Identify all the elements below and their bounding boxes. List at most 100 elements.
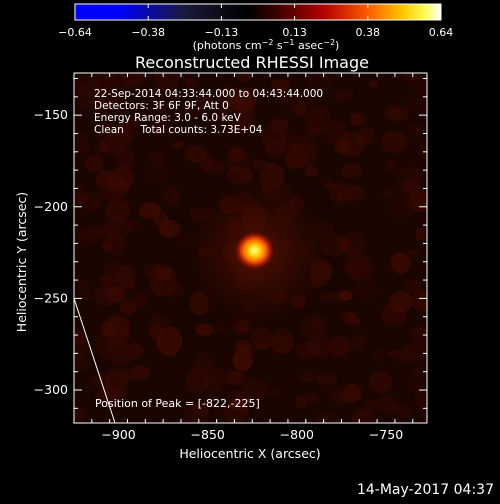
residual-blob <box>193 352 213 375</box>
residual-blob <box>409 326 427 343</box>
residual-blob <box>192 401 210 416</box>
residual-blob <box>108 386 128 402</box>
residual-blob <box>332 91 350 102</box>
residual-blob <box>109 223 120 233</box>
annotation-line: 22-Sep-2014 04:33:44.000 to 04:43:44.000 <box>94 88 323 100</box>
colorbar-tick-label: 0.38 <box>356 26 381 39</box>
y-axis-label: Heliocentric Y (arcsec) <box>14 192 29 332</box>
residual-blob <box>380 189 395 199</box>
residual-blob <box>300 372 315 383</box>
residual-blob <box>351 333 366 351</box>
residual-blob <box>237 73 251 83</box>
residual-blob <box>74 356 90 372</box>
unit-exponent: −1 <box>283 38 295 47</box>
residual-blob <box>404 91 427 113</box>
residual-blob <box>148 324 164 340</box>
residual-blob <box>74 234 84 253</box>
residual-blob <box>412 75 427 93</box>
colorbar-tick-label: −0.13 <box>205 26 239 39</box>
residual-blob <box>94 122 114 138</box>
residual-blob <box>184 403 209 423</box>
residual-blob <box>390 252 411 274</box>
residual-blob <box>417 140 427 160</box>
residual-blob <box>329 336 349 358</box>
unit-text: (photons cm <box>193 39 262 52</box>
residual-blob <box>389 291 413 313</box>
residual-blob <box>340 338 354 352</box>
annotation-block: 22-Sep-2014 04:33:44.000 to 04:43:44.000… <box>94 88 323 136</box>
y-tick-label: −200 <box>34 199 68 214</box>
annotation-line: Detectors: 3F 6F 9F, Att 0 <box>94 100 229 112</box>
residual-blob <box>369 371 393 394</box>
residual-blob <box>105 198 131 221</box>
residual-blob <box>388 195 416 219</box>
residual-blob <box>163 187 180 206</box>
residual-blob <box>411 290 427 312</box>
colorbar <box>74 3 442 21</box>
residual-blob <box>306 394 320 403</box>
residual-blob <box>107 171 119 185</box>
residual-blob <box>143 168 168 186</box>
residual-blob <box>152 116 172 134</box>
residual-blob <box>84 154 104 172</box>
residual-blob <box>203 394 216 408</box>
residual-blob <box>395 405 413 420</box>
residual-blob <box>411 368 422 376</box>
residual-blob <box>385 106 409 122</box>
residual-blob <box>184 145 208 163</box>
residual-blob <box>295 395 307 409</box>
residual-blob <box>269 118 289 132</box>
residual-blob <box>228 145 244 162</box>
residual-blob <box>74 407 86 423</box>
x-tick-label: −900 <box>101 427 135 442</box>
unit-text: ) <box>335 39 339 52</box>
residual-blob <box>185 77 197 88</box>
residual-blob <box>100 134 125 156</box>
footer-timestamp: 14-May-2017 04:37 <box>357 482 494 498</box>
flare-source <box>232 229 277 272</box>
residual-blob <box>153 126 166 137</box>
residual-blob <box>105 286 127 302</box>
colorbar-ticks: −0.64 −0.38 −0.13 0.13 0.38 0.64 <box>58 4 453 39</box>
residual-blob <box>392 402 405 415</box>
residual-blob <box>158 101 170 115</box>
residual-blob <box>74 192 87 206</box>
residual-blob <box>198 155 215 171</box>
residual-blob <box>185 368 210 394</box>
residual-blob <box>315 411 335 423</box>
residual-blob <box>120 73 146 88</box>
residual-blob <box>124 279 136 290</box>
residual-blob <box>230 370 243 382</box>
residual-blob <box>133 292 149 308</box>
residual-blob <box>342 390 354 400</box>
residual-blob <box>405 121 427 135</box>
residual-blob <box>401 73 418 83</box>
x-axis-ticks: −900 −850 −800 −750 <box>73 73 414 442</box>
residual-blob <box>289 134 318 168</box>
residual-blob <box>103 315 130 340</box>
residual-blob <box>173 141 184 149</box>
residual-blob <box>125 219 140 231</box>
residual-blob <box>324 180 336 190</box>
annotation-line: Clean Total counts: 3.73E+04 <box>94 124 263 136</box>
residual-blob <box>225 391 248 405</box>
plot-frame <box>73 72 428 424</box>
residual-blob <box>74 184 88 200</box>
x-tick-label: −750 <box>369 427 403 442</box>
residual-blob <box>274 88 290 106</box>
colorbar-tick-label: 0.13 <box>282 26 307 39</box>
residual-blob <box>74 338 89 358</box>
residual-blob <box>294 103 307 118</box>
residual-blob <box>306 73 333 94</box>
residual-blob <box>232 348 253 372</box>
y-tick-label: −150 <box>34 107 68 122</box>
residual-blob <box>193 94 212 111</box>
residual-blob <box>275 130 296 151</box>
colorbar-unit-label: (photons cm−2 s−1 asec−2) <box>193 38 340 52</box>
residual-blob <box>102 187 125 202</box>
residual-blob <box>405 278 422 294</box>
residual-blob <box>408 378 423 393</box>
residual-blob <box>407 249 419 257</box>
residual-blob <box>101 240 112 252</box>
